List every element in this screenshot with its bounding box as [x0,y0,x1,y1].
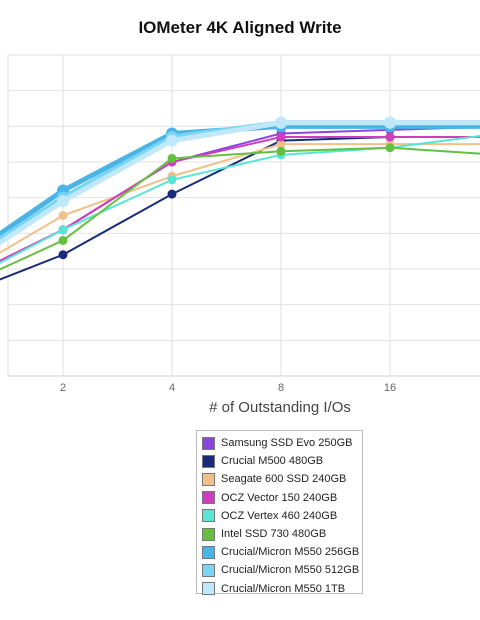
data-point[interactable] [58,235,68,245]
legend-item[interactable]: Crucial/Micron M550 256GB [197,543,362,561]
data-point[interactable] [276,132,286,142]
legend-swatch [202,509,215,523]
legend-swatch [202,527,215,541]
legend-swatch [202,472,215,486]
data-point[interactable] [58,225,68,235]
legend-swatch [202,563,215,577]
legend-label: Crucial/Micron M550 512GB [221,564,360,577]
legend-item[interactable]: OCZ Vertex 460 240GB [197,507,362,525]
data-point[interactable] [276,146,286,156]
legend-item[interactable]: Crucial/Micron M550 512GB [197,561,362,579]
chart-title: IOMeter 4K Aligned Write [138,18,342,37]
data-point[interactable] [58,211,68,220]
legend-item[interactable]: Crucial M500 480GB [197,452,362,470]
series-2 [0,132,480,281]
x-tick-label: 2 [60,382,66,394]
data-point[interactable] [385,132,395,142]
series-line [0,136,480,262]
data-point[interactable] [167,189,177,199]
data-point[interactable] [58,250,68,260]
legend-label: Crucial/Micron M550 256GB [221,546,360,559]
data-point[interactable] [385,143,395,153]
series-line [0,136,480,281]
legend-swatch [202,436,215,450]
grid [7,54,480,377]
legend-label: Seagate 600 SSD 240GB [221,473,347,486]
legend-swatch [202,582,215,596]
x-axis-label: # of Outstanding I/Os [209,399,351,416]
data-point[interactable] [384,116,396,129]
legend-label: Crucial M500 480GB [221,455,324,468]
legend-label: Crucial/Micron M550 1TB [221,582,346,595]
data-point[interactable] [166,134,178,147]
x-tick-label: 4 [169,382,175,394]
series-6 [0,143,480,271]
legend-label: Intel SSD 730 480GB [221,528,327,541]
legend-label: Samsung SSD Evo 250GB [221,437,353,450]
x-tick-label: 8 [278,382,284,394]
legend-label: OCZ Vertex 460 240GB [221,509,338,522]
data-point[interactable] [275,116,287,129]
x-tick-label: 16 [384,382,396,394]
series-line [0,146,480,271]
legend-swatch [202,454,215,468]
legend-label: OCZ Vector 150 240GB [221,491,338,504]
legend-item[interactable]: OCZ Vector 150 240GB [197,489,362,507]
series-group [0,116,480,281]
legend-item[interactable]: Samsung SSD Evo 250GB [197,434,362,452]
legend-item[interactable]: Intel SSD 730 480GB [197,525,362,543]
legend-swatch [202,491,215,505]
x-axis-ticks: 2 4 8 16 [60,382,396,394]
series-line [0,143,480,254]
series-line [0,134,480,264]
series-9 [0,116,480,246]
data-point[interactable] [276,139,286,149]
series-line [0,120,480,246]
data-point[interactable] [167,175,177,185]
data-point[interactable] [57,195,69,208]
line-chart: 2 4 8 16 [0,54,480,394]
legend-item[interactable]: Crucial/Micron M550 1TB [197,580,362,598]
data-point[interactable] [167,153,177,163]
legend-item[interactable]: Seagate 600 SSD 240GB [197,470,362,488]
legend: Samsung SSD Evo 250GB Crucial M500 480GB S… [196,430,363,596]
legend-swatch [202,545,215,559]
